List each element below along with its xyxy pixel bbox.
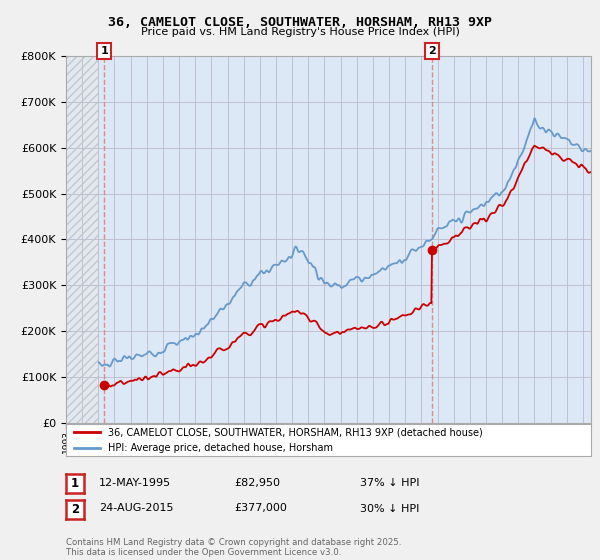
- Text: HPI: Average price, detached house, Horsham: HPI: Average price, detached house, Hors…: [108, 444, 333, 453]
- Text: 2: 2: [428, 46, 436, 56]
- Bar: [66, 56, 98, 423]
- Text: Contains HM Land Registry data © Crown copyright and database right 2025.
This d: Contains HM Land Registry data © Crown c…: [66, 538, 401, 557]
- Text: 36, CAMELOT CLOSE, SOUTHWATER, HORSHAM, RH13 9XP (detached house): 36, CAMELOT CLOSE, SOUTHWATER, HORSHAM, …: [108, 427, 483, 437]
- Text: 36, CAMELOT CLOSE, SOUTHWATER, HORSHAM, RH13 9XP: 36, CAMELOT CLOSE, SOUTHWATER, HORSHAM, …: [108, 16, 492, 29]
- Bar: [66, 56, 98, 423]
- Text: Price paid vs. HM Land Registry's House Price Index (HPI): Price paid vs. HM Land Registry's House …: [140, 27, 460, 37]
- Text: £82,950: £82,950: [234, 478, 280, 488]
- Text: 30% ↓ HPI: 30% ↓ HPI: [360, 503, 419, 514]
- Text: 2: 2: [71, 502, 79, 516]
- Text: 24-AUG-2015: 24-AUG-2015: [99, 503, 173, 514]
- Text: 1: 1: [71, 477, 79, 490]
- Text: 1: 1: [100, 46, 108, 56]
- Text: 12-MAY-1995: 12-MAY-1995: [99, 478, 171, 488]
- Text: £377,000: £377,000: [234, 503, 287, 514]
- Text: 37% ↓ HPI: 37% ↓ HPI: [360, 478, 419, 488]
